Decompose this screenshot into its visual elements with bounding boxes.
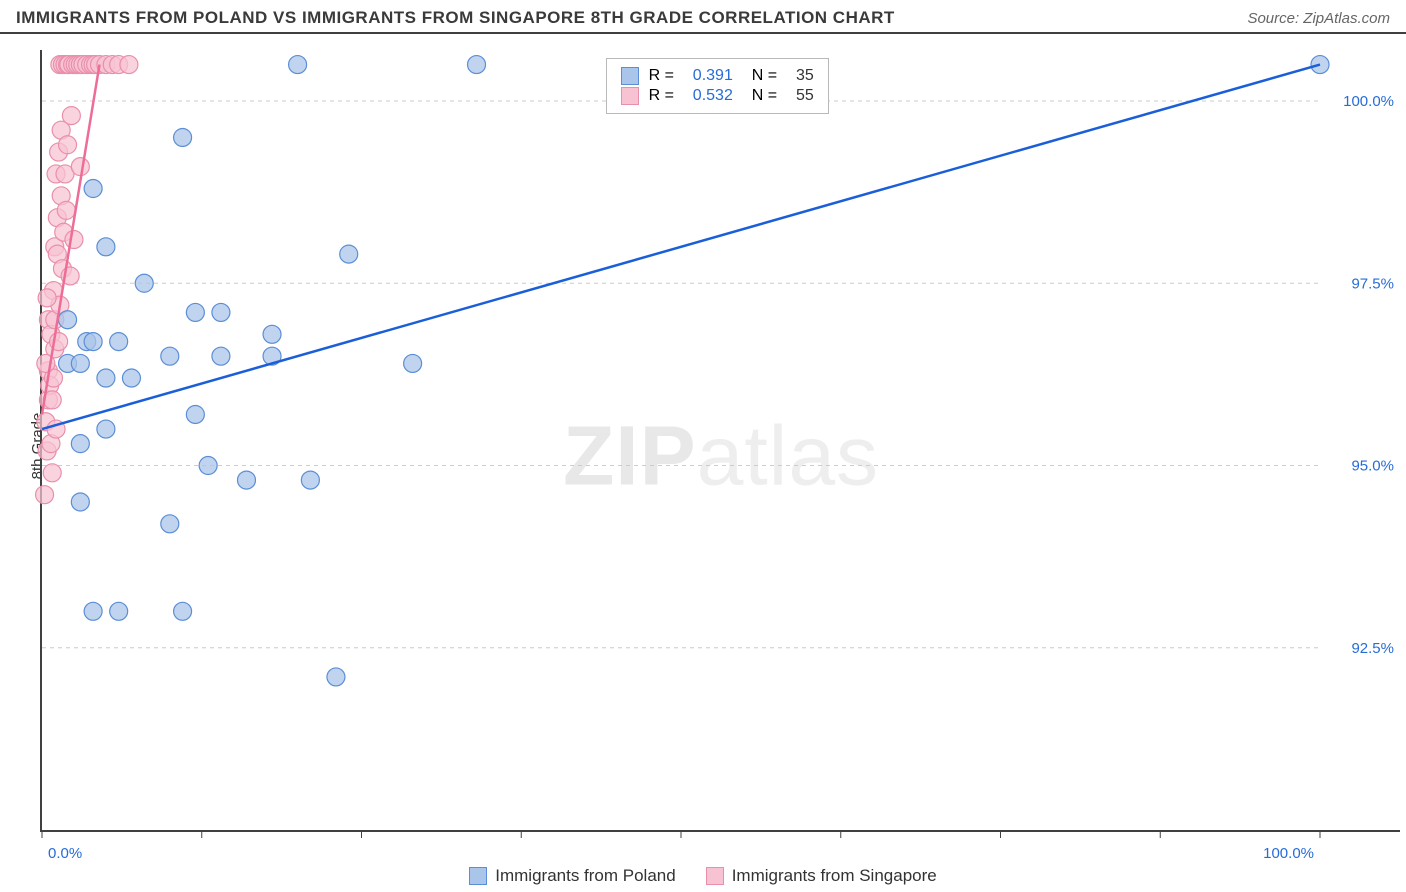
plot-area: ZIPatlas 92.5%95.0%97.5%100.0%0.0%100.0%…	[40, 50, 1400, 832]
scatter-svg: 92.5%95.0%97.5%100.0%0.0%100.0%	[42, 50, 1400, 830]
svg-text:92.5%: 92.5%	[1351, 640, 1394, 657]
svg-text:95.0%: 95.0%	[1351, 458, 1394, 475]
chart-title: IMMIGRANTS FROM POLAND VS IMMIGRANTS FRO…	[16, 8, 895, 28]
svg-text:100.0%: 100.0%	[1343, 93, 1394, 110]
legend-item: Immigrants from Singapore	[706, 866, 937, 886]
svg-text:100.0%: 100.0%	[1263, 845, 1314, 862]
legend-item: Immigrants from Poland	[469, 866, 675, 886]
swatch-blue-icon	[469, 867, 487, 885]
swatch-pink-icon	[621, 87, 639, 105]
svg-text:97.5%: 97.5%	[1351, 275, 1394, 292]
swatch-blue-icon	[621, 67, 639, 85]
swatch-pink-icon	[706, 867, 724, 885]
chart-source: Source: ZipAtlas.com	[1247, 10, 1390, 27]
stats-legend-row: R = 0.391 N = 35	[621, 67, 814, 85]
series-legend: Immigrants from Poland Immigrants from S…	[0, 866, 1406, 886]
stats-legend: R = 0.391 N = 35 R = 0.532 N = 55	[606, 58, 829, 114]
chart-header: IMMIGRANTS FROM POLAND VS IMMIGRANTS FRO…	[0, 0, 1406, 34]
svg-text:0.0%: 0.0%	[48, 845, 82, 862]
stats-legend-row: R = 0.532 N = 55	[621, 87, 814, 105]
